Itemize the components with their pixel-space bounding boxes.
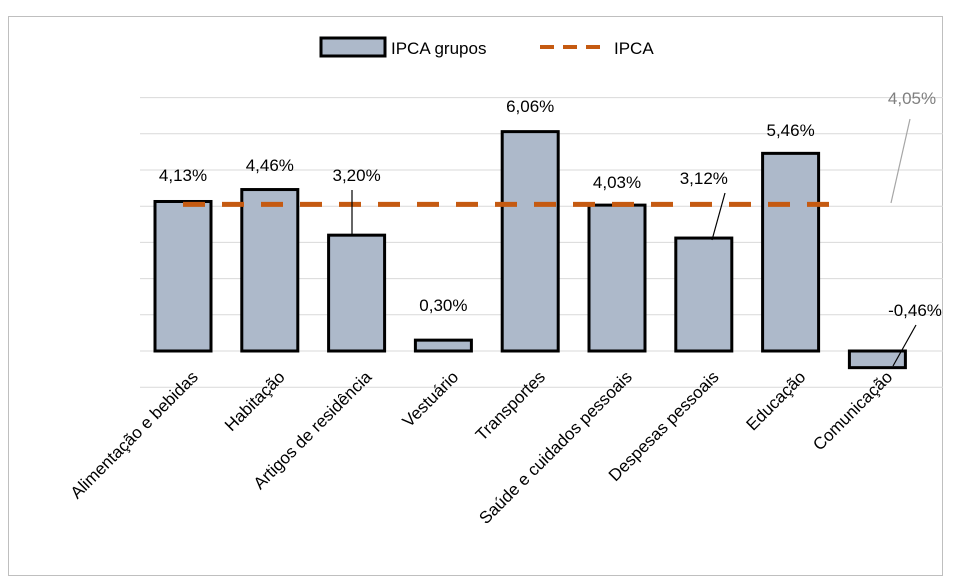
x-tick-label: Alimentação e bebidas	[67, 367, 202, 502]
data-label: 0,30%	[419, 296, 467, 315]
bar-habita-o	[240, 188, 300, 353]
bar-despesas-pessoais	[674, 236, 734, 353]
x-tick-label: Transportes	[472, 367, 549, 444]
data-label: 4,46%	[246, 156, 294, 175]
x-tick-label: Saúde e cuidados pessoais	[475, 367, 635, 527]
data-label: 3,12%	[680, 169, 728, 188]
data-label: 4,03%	[593, 173, 641, 192]
x-tick-label: Educação	[743, 367, 810, 434]
bar-educa-o	[761, 151, 821, 353]
chart-frame	[8, 16, 943, 576]
x-tick-label: Comunicação	[809, 367, 896, 454]
x-tick-label: Habitação	[221, 367, 289, 435]
data-label: 6,06%	[506, 97, 554, 116]
data-label: -0,46%	[888, 301, 942, 320]
legend-line-label: IPCA	[614, 39, 654, 58]
bar-alimenta-o-e-bebidas	[153, 199, 213, 353]
bar-comunica-o	[847, 349, 907, 370]
x-tick-label: Vestuário	[399, 367, 463, 431]
legend-bar-swatch	[319, 36, 387, 58]
data-label-leader	[892, 324, 917, 367]
data-label: 4,13%	[159, 166, 207, 185]
bar-transportes	[500, 130, 560, 353]
ipca-label-leader	[890, 118, 911, 204]
data-labels: 4,13% 4,46% 3,20% 0,30% 6,06% 4,03% 3,12% 5,46%…	[159, 89, 942, 367]
legend: IPCA grupos IPCA	[319, 36, 654, 58]
ipca-value-label: 4,05%	[888, 89, 936, 108]
data-label: 3,20%	[332, 166, 380, 185]
data-label: 5,46%	[766, 121, 814, 140]
data-label-leader	[711, 192, 726, 241]
bar-sa-de-e-cuidados-pessoais	[587, 203, 647, 353]
bars	[153, 130, 907, 370]
bar-artigos-de-resid-ncia	[327, 233, 387, 353]
bar-vestu-rio	[413, 338, 473, 353]
legend-bar-label: IPCA grupos	[391, 39, 486, 58]
